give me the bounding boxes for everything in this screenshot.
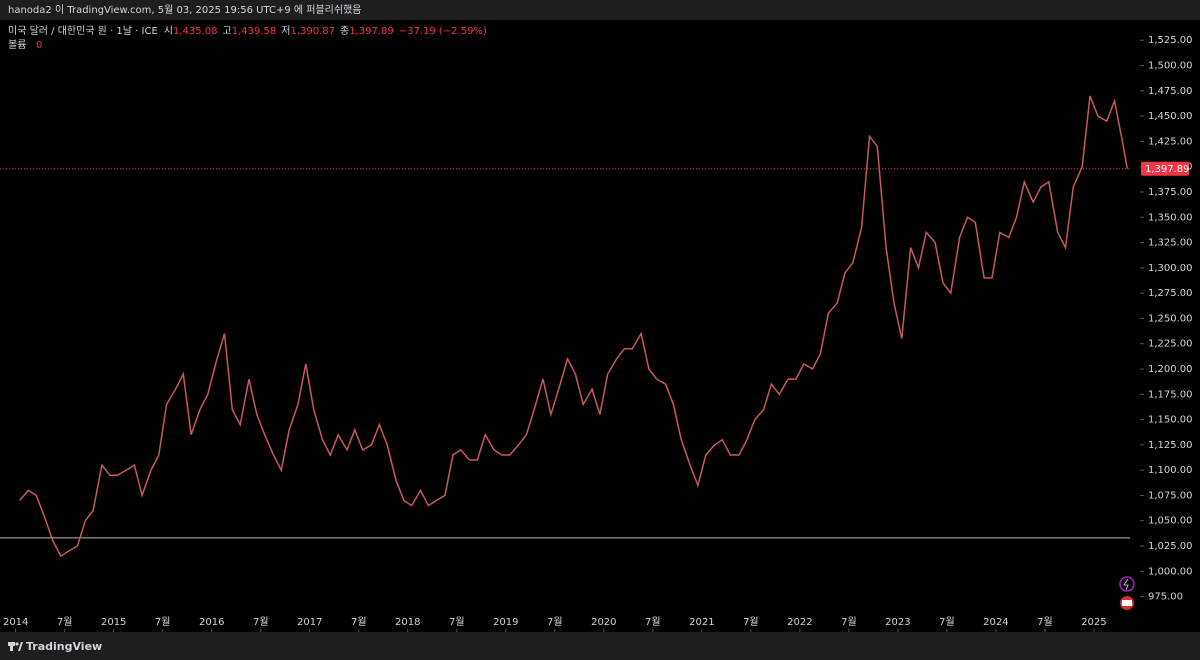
legend-value: 1,390.87 <box>290 26 335 37</box>
y-tick-label: 1,050.00 <box>1148 516 1193 527</box>
y-tick-label: 1,450.00 <box>1148 111 1193 122</box>
x-tick-label: 2016 <box>199 617 224 628</box>
y-tick-label: 1,125.00 <box>1148 440 1193 451</box>
y-tick-label: 1,350.00 <box>1148 212 1193 223</box>
volume-value: 0 <box>36 40 42 51</box>
legend-label: 고 <box>223 26 232 37</box>
legend-value: 1,439.58 <box>232 26 277 37</box>
x-tick-label: 2023 <box>885 617 910 628</box>
y-tick-label: 1,300.00 <box>1148 263 1193 274</box>
y-tick-label: 1,075.00 <box>1148 490 1193 501</box>
footer-brand: TradingView <box>26 640 102 653</box>
plot-bg <box>0 20 1200 632</box>
legend-value: −37.19 (−2.59%) <box>399 26 487 37</box>
last-price-label: 1,397.89 <box>1145 164 1190 175</box>
y-tick-label: 1,375.00 <box>1148 187 1193 198</box>
legend-label: 종 <box>340 25 349 37</box>
header-text: hanoda2 이 TradingView.com, 5월 03, 2025 1… <box>8 3 361 16</box>
y-tick-label: 1,175.00 <box>1148 389 1193 400</box>
x-tick-label: 2014 <box>3 617 28 628</box>
volume-label: 볼륨 <box>8 39 26 51</box>
x-tick-label: 7월 <box>743 616 759 628</box>
x-tick-label: 2019 <box>493 617 518 628</box>
y-tick-label: 1,000.00 <box>1148 566 1193 577</box>
y-tick-label: 1,475.00 <box>1148 86 1193 97</box>
x-tick-label: 7월 <box>155 616 171 628</box>
y-tick-label: 1,525.00 <box>1148 35 1193 46</box>
y-tick-label: 1,150.00 <box>1148 415 1193 426</box>
legend-label: 저 <box>281 25 290 37</box>
x-tick-label: 2024 <box>983 617 1008 628</box>
x-tick-label: 2025 <box>1081 617 1106 628</box>
legend-label: 시 <box>164 25 173 37</box>
legend-symbol: 미국 달러 / 대한민국 원 · 1날 · ICE <box>8 25 158 37</box>
y-tick-label: 1,100.00 <box>1148 465 1193 476</box>
x-tick-label: 2018 <box>395 617 420 628</box>
x-tick-label: 7월 <box>351 616 367 628</box>
top-bar <box>0 0 1200 20</box>
icons <box>1119 576 1135 610</box>
y-tick-label: 1,200.00 <box>1148 364 1193 375</box>
tv-logo <box>8 642 23 651</box>
y-tick-label: 1,275.00 <box>1148 288 1193 299</box>
last-price-badge <box>1141 161 1189 176</box>
x-tick-label: 2020 <box>591 617 616 628</box>
x-tick-label: 7월 <box>1037 616 1053 628</box>
x-tick-label: 7월 <box>645 616 661 628</box>
y-tick-label: 975.00 <box>1148 592 1183 603</box>
x-tick-label: 7월 <box>57 616 73 628</box>
y-tick-label: 1,500.00 <box>1148 61 1193 72</box>
price-line <box>19 95 1129 558</box>
y-tick-label: 1,325.00 <box>1148 238 1193 249</box>
x-tick-label: 7월 <box>547 616 563 628</box>
x-tick-label: 2017 <box>297 617 322 628</box>
x-tick-label: 7월 <box>841 616 857 628</box>
legend-value: 1,397.89 <box>349 26 394 37</box>
x-tick-label: 7월 <box>449 616 465 628</box>
legend-value: 1,435.08 <box>173 26 218 37</box>
y-tick-label: 1,225.00 <box>1148 339 1193 350</box>
y-tick-label: 1,025.00 <box>1148 541 1193 552</box>
x-tick-label: 7월 <box>939 616 955 628</box>
x-tick-label: 7월 <box>253 616 269 628</box>
y-tick-label: 1,250.00 <box>1148 313 1193 324</box>
x-tick-label: 2015 <box>101 617 126 628</box>
y-tick-label: 1,425.00 <box>1148 136 1193 147</box>
x-tick-label: 2022 <box>787 617 812 628</box>
x-tick-label: 2021 <box>689 617 714 628</box>
bottom-bar <box>0 632 1200 660</box>
